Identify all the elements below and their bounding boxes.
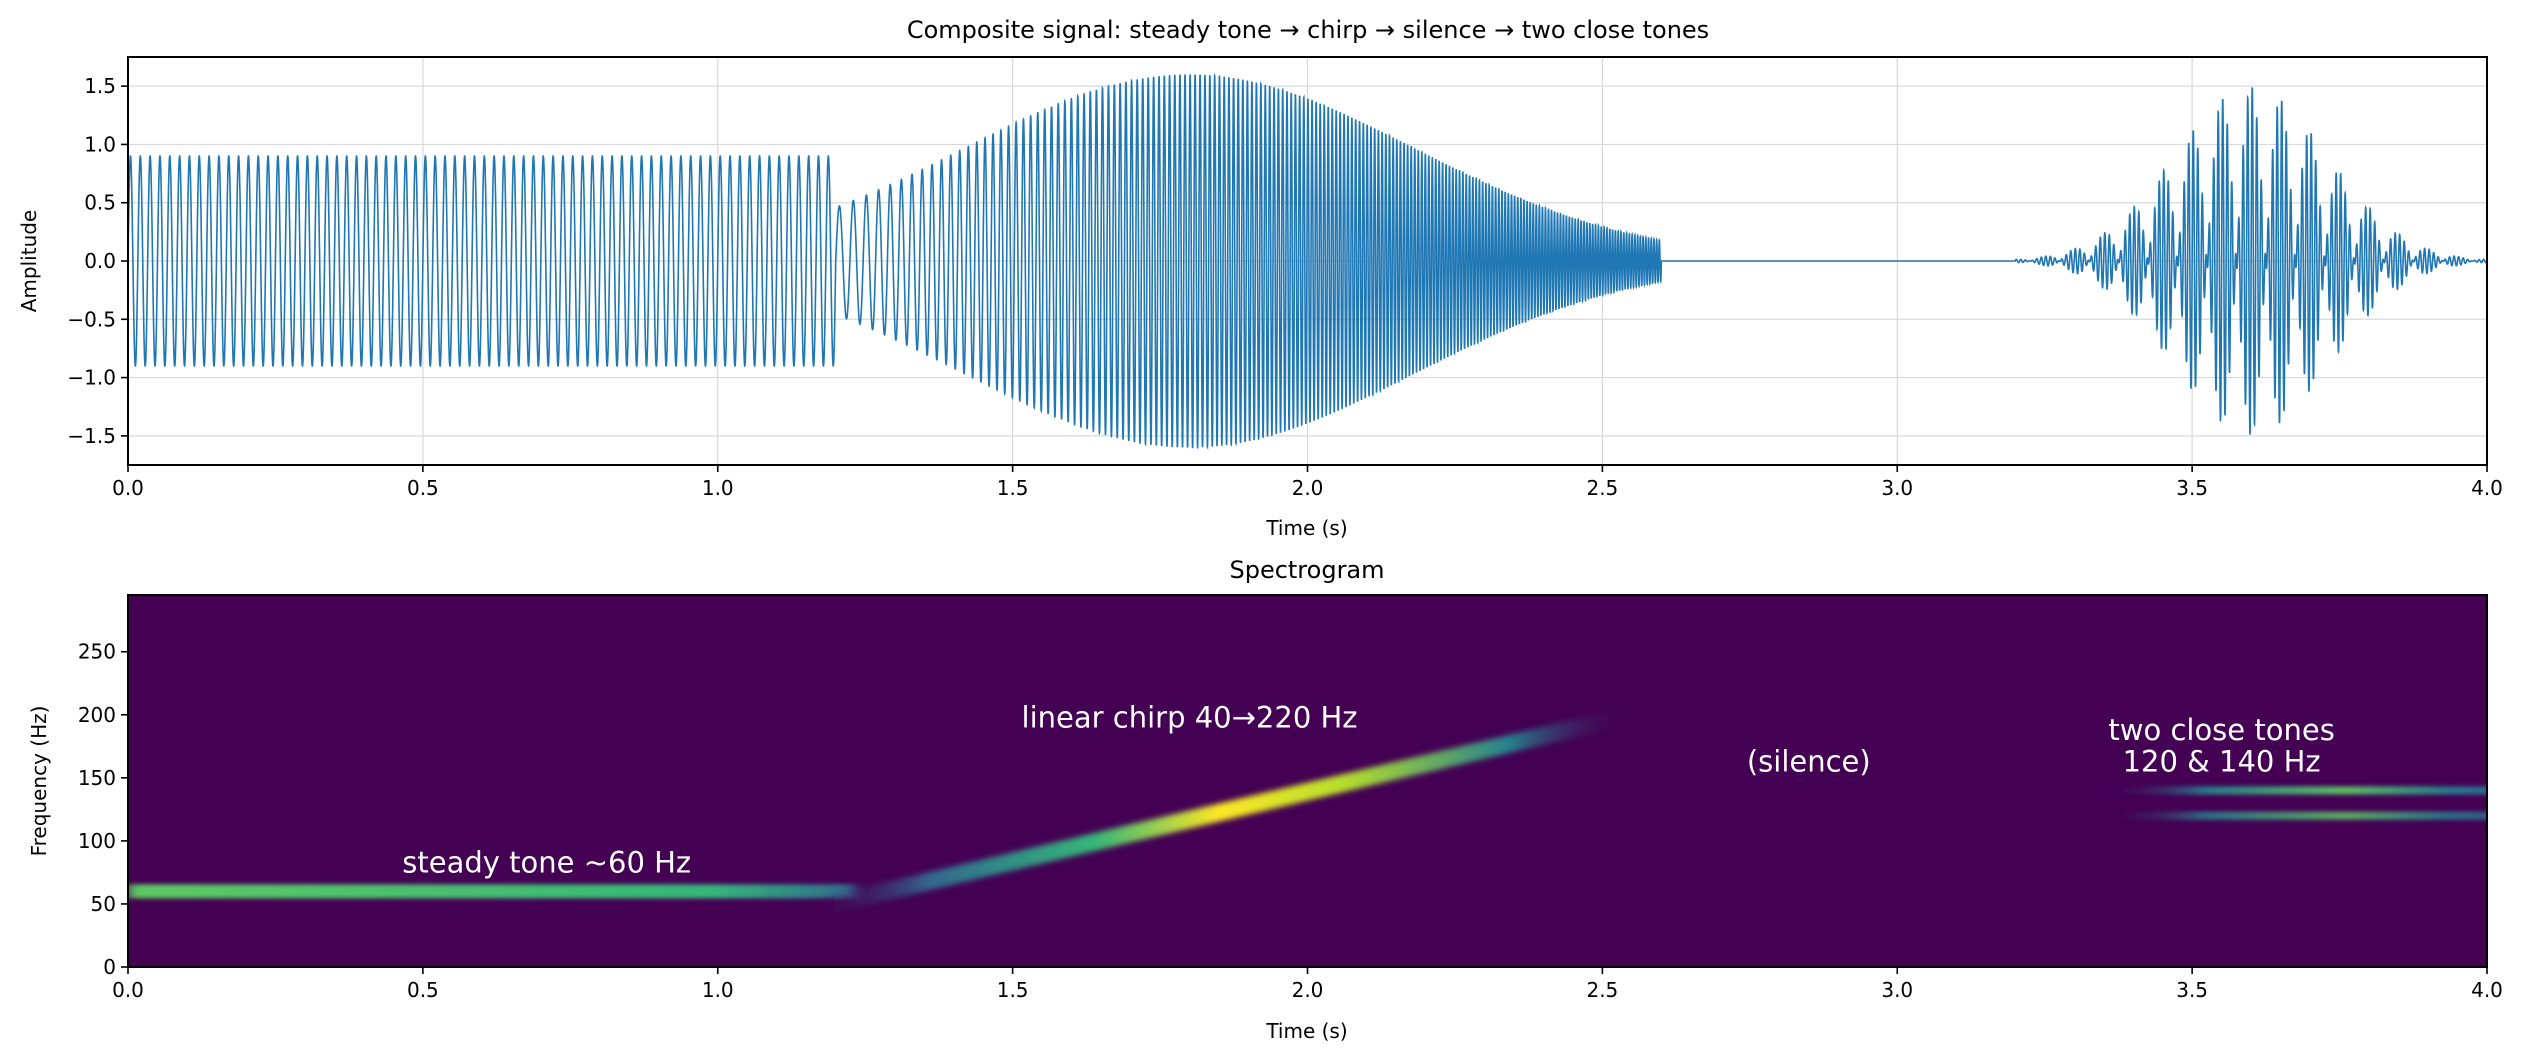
spectrogram-annotation: two close tones [2108, 713, 2334, 747]
waveform-x-ticks: 0.0 0.5 1.0 1.5 2.0 2.5 3.0 3.5 4.0 [112, 465, 2503, 500]
spectrogram-y-tick-label: 150 [78, 766, 116, 790]
waveform-y-tick-label: 0.0 [84, 249, 116, 273]
spectrogram-bands [128, 705, 2487, 920]
waveform-x-tick-label: 0.0 [112, 476, 144, 500]
waveform-x-tick-label: 4.0 [2471, 476, 2503, 500]
spectrogram-annotation: steady tone ~60 Hz [402, 845, 691, 879]
spectrogram-x-tick-label: 1.5 [997, 978, 1029, 1002]
spectrogram-y-tick-label: 0 [103, 955, 116, 979]
spectrogram-annotation: 120 & 140 Hz [2123, 745, 2321, 779]
spectrogram-annotation: linear chirp 40→220 Hz [1022, 700, 1358, 734]
waveform-x-tick-label: 3.0 [1881, 476, 1913, 500]
spectrogram-x-tick-label: 0.5 [407, 978, 439, 1002]
spectrogram-x-tick-label: 3.0 [1881, 978, 1913, 1002]
waveform-y-tick-label: 1.0 [84, 132, 116, 156]
waveform-x-tick-label: 0.5 [407, 476, 439, 500]
spectrogram-band-stripe [128, 884, 856, 899]
spectrogram-band-chirp [806, 705, 1632, 920]
spectrogram-title: Spectrogram [1229, 556, 1384, 584]
waveform-line [128, 72, 2487, 450]
spectrogram-band-stripe [2103, 811, 2487, 820]
waveform-x-tick-label: 2.0 [1292, 476, 1324, 500]
spectrogram-x-ticks: 0.0 0.5 1.0 1.5 2.0 2.5 3.0 3.5 4.0 [112, 967, 2503, 1002]
waveform-ylabel: Amplitude [17, 210, 41, 313]
spectrogram-band-stripe [2103, 786, 2487, 795]
waveform-x-tick-label: 1.0 [702, 476, 734, 500]
spectrogram-band-tone-2 [2103, 786, 2487, 795]
spectrogram-y-tick-label: 200 [78, 703, 116, 727]
spectrogram-band-chirp-ridge [806, 705, 1632, 920]
waveform-xlabel: Time (s) [1265, 516, 1347, 540]
spectrogram-ylabel: Frequency (Hz) [27, 706, 51, 857]
spectrogram-x-tick-label: 2.5 [1586, 978, 1618, 1002]
spectrogram-background [128, 595, 2487, 967]
spectrogram-x-tick-label: 0.0 [112, 978, 144, 1002]
spectrogram-annotations: steady tone ~60 Hz linear chirp 40→220 Hz… [402, 700, 2335, 879]
spectrogram-band-steady-tone [128, 884, 856, 899]
spectrogram-panel: Spectrogram [27, 556, 2503, 1043]
waveform-panel: Composite signal: steady tone → chirp → … [17, 16, 2503, 540]
waveform-y-tick-label: −1.0 [67, 366, 116, 390]
waveform-y-tick-label: 0.5 [84, 191, 116, 215]
spectrogram-xlabel: Time (s) [1265, 1019, 1347, 1043]
waveform-x-tick-label: 2.5 [1586, 476, 1618, 500]
waveform-y-tick-label: −0.5 [67, 307, 116, 331]
waveform-x-tick-label: 3.5 [2176, 476, 2208, 500]
spectrogram-y-tick-label: 250 [78, 640, 116, 664]
spectrogram-x-tick-label: 4.0 [2471, 978, 2503, 1002]
spectrogram-x-tick-label: 3.5 [2176, 978, 2208, 1002]
spectrogram-band-tone-1 [2103, 811, 2487, 820]
spectrogram-y-tick-label: 50 [91, 892, 116, 916]
spectrogram-y-tick-label: 100 [78, 829, 116, 853]
waveform-y-tick-label: 1.5 [84, 74, 116, 98]
spectrogram-x-tick-label: 1.0 [702, 978, 734, 1002]
waveform-x-tick-label: 1.5 [997, 476, 1029, 500]
waveform-title: Composite signal: steady tone → chirp → … [907, 16, 1709, 44]
spectrogram-x-tick-label: 2.0 [1292, 978, 1324, 1002]
spectrogram-y-ticks: 0 50 100 150 200 250 [78, 640, 128, 979]
spectrogram-annotation: (silence) [1747, 745, 1871, 779]
waveform-y-ticks: −1.5 −1.0 −0.5 0.0 0.5 1.0 1.5 [67, 74, 128, 448]
waveform-y-tick-label: −1.5 [67, 424, 116, 448]
